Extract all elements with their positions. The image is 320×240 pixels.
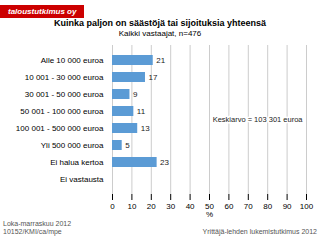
svg-text:80: 80: [263, 202, 272, 211]
svg-text:50: 50: [205, 202, 214, 212]
svg-text:40: 40: [186, 202, 195, 211]
svg-text:100 001 - 500 000 euroa: 100 001 - 500 000 euroa: [16, 124, 104, 133]
svg-text:Ei vastausta: Ei vastausta: [60, 175, 104, 184]
svg-text:20: 20: [147, 202, 156, 211]
html-text:Kuinka paljon on säästöjä tai: Kuinka paljon on säästöjä tai sijoituksi…: [54, 18, 266, 28]
svg-text:Keskiarvo = 103 301 euroa: Keskiarvo = 103 301 euroa: [213, 115, 304, 124]
svg-text:%: %: [206, 210, 213, 219]
svg-text:0: 0: [110, 202, 115, 211]
svg-text:10: 10: [127, 202, 136, 211]
svg-text:21: 21: [156, 56, 165, 65]
svg-text:Ei halua kertoa: Ei halua kertoa: [50, 158, 104, 167]
svg-text:5: 5: [125, 141, 130, 150]
svg-text:30 001 - 50 000 euroa: 30 001 - 50 000 euroa: [25, 90, 104, 99]
svg-text:30: 30: [166, 202, 175, 211]
html-text:Kaikki vastaajat, n=476: Kaikki vastaajat, n=476: [118, 29, 202, 38]
svg-text:17: 17: [148, 73, 157, 82]
svg-text:9: 9: [133, 90, 138, 99]
svg-text:Yli 500 000 euroa: Yli 500 000 euroa: [41, 141, 104, 150]
html-text:Loka-marraskuu 2012 10152/KMI/: Loka-marraskuu 2012 10152/KMI/ca/mpe: [3, 220, 72, 235]
html-text:taloustutkimus oy: taloustutkimus oy: [8, 7, 77, 16]
svg-text:60: 60: [224, 202, 233, 211]
svg-text:23: 23: [160, 158, 169, 167]
svg-text:50 001 - 100 000 euroa: 50 001 - 100 000 euroa: [20, 107, 104, 116]
svg-text:100: 100: [300, 202, 314, 211]
svg-text:10 001 - 30 000 euroa: 10 001 - 30 000 euroa: [25, 73, 104, 82]
svg-text:90: 90: [283, 202, 292, 211]
svg-text:Alle 10 000 euroa: Alle 10 000 euroa: [41, 56, 104, 65]
svg-text:13: 13: [141, 124, 150, 133]
html-text:Yrittäjä-lehden lukemistutkimu: Yrittäjä-lehden lukemistutkimus 2012: [202, 228, 317, 235]
svg-text:70: 70: [244, 202, 253, 211]
svg-text:11: 11: [137, 107, 146, 116]
